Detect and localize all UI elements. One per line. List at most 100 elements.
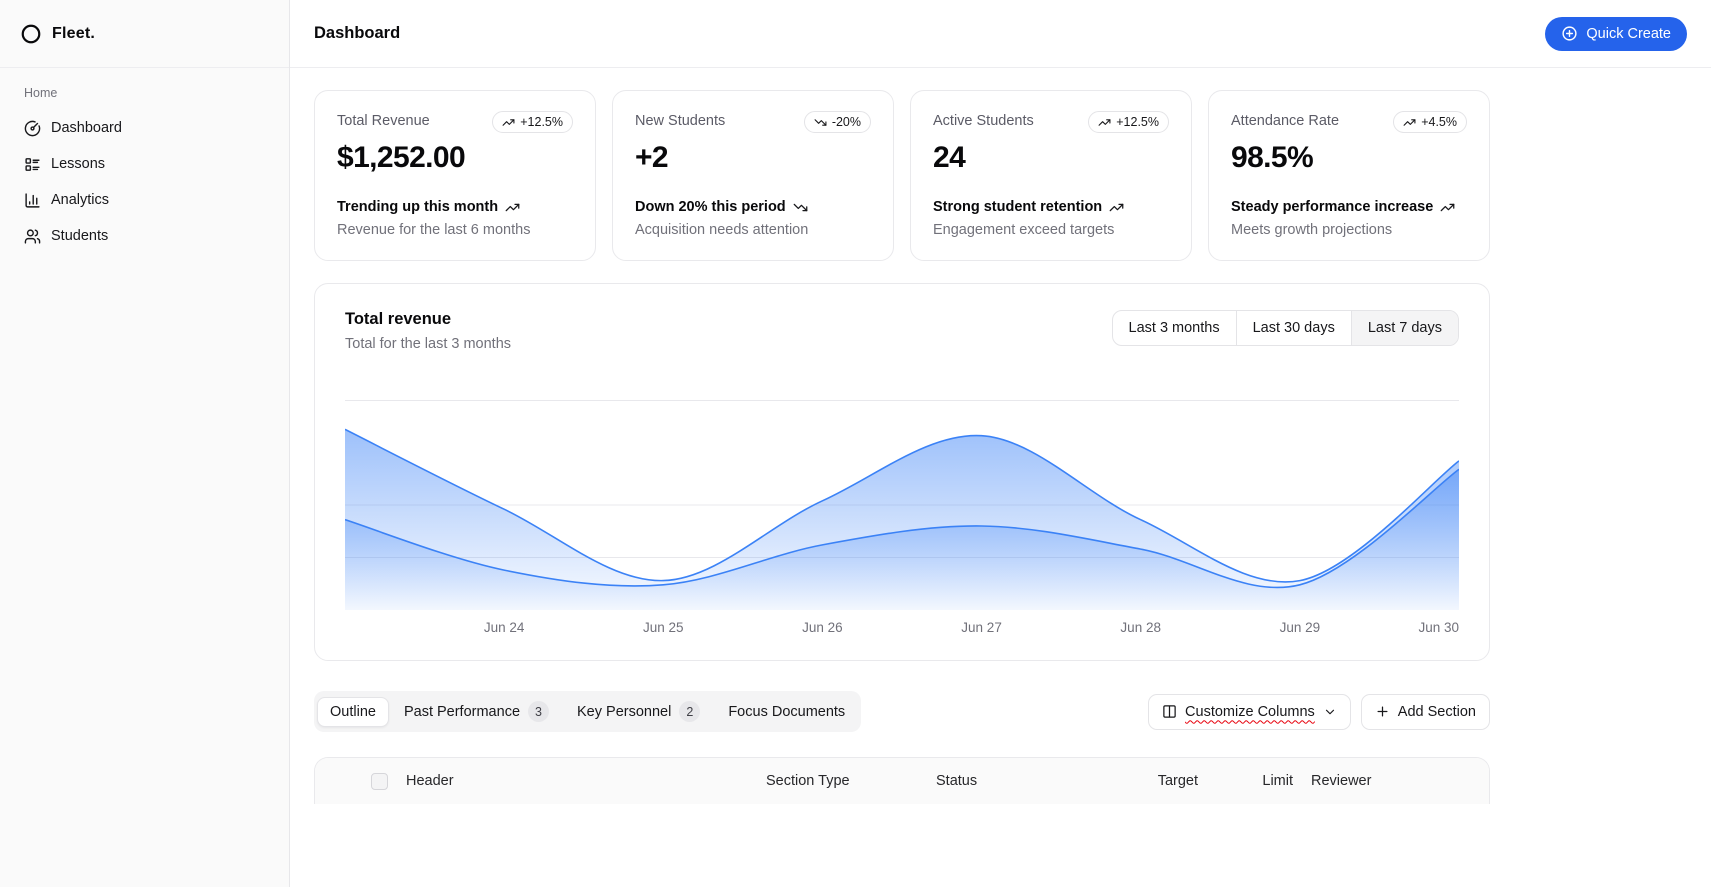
area-line-secondary (345, 469, 1459, 587)
stat-subtext: Meets growth projections (1231, 222, 1393, 238)
add-section-label: Add Section (1397, 703, 1476, 720)
plus-icon (1375, 704, 1390, 719)
stat-trend-text: Down 20% this period (635, 199, 871, 215)
tab-past-performance[interactable]: Past Performance 3 (391, 694, 562, 729)
circle-plus-icon (1561, 25, 1578, 42)
quick-create-label: Quick Create (1586, 25, 1671, 42)
stat-trend-text: Strong student retention (933, 199, 1169, 215)
chevron-down-icon (1323, 705, 1337, 719)
users-icon (24, 228, 41, 245)
trending-up-icon (1403, 116, 1416, 129)
trend-badge: +12.5% (492, 111, 573, 133)
trend-badge: +12.5% (1088, 111, 1169, 133)
top-header: Dashboard Quick Create (290, 0, 1711, 68)
trending-up-icon (1109, 200, 1124, 215)
column-section-type: Section Type (766, 773, 850, 789)
revenue-chart-card: Total revenue Total for the last 3 month… (314, 283, 1490, 661)
sidebar-item-label: Students (51, 228, 109, 244)
badge-value: +12.5% (1116, 115, 1159, 129)
sidebar-item-dashboard[interactable]: Dashboard (16, 110, 273, 146)
badge-value: -20% (831, 115, 861, 129)
stat-subtext: Revenue for the last 6 months (337, 222, 531, 238)
column-status: Status (936, 773, 978, 789)
section-tabs-row: Outline Past Performance 3 Key Personnel… (314, 691, 1490, 732)
stat-label: New Students (635, 113, 726, 129)
brand-name: Fleet. (52, 24, 95, 42)
tab-count-badge: 2 (679, 701, 701, 722)
x-tick: Jun 30 (1418, 620, 1459, 635)
stat-card-total-revenue: Total Revenue +12.5% $1,252.00 Trending … (314, 90, 596, 261)
trend-badge: -20% (803, 111, 871, 133)
range-last-3-months[interactable]: Last 3 months (1128, 320, 1220, 336)
sidebar-item-analytics[interactable]: Analytics (16, 182, 273, 218)
stat-card-attendance-rate: Attendance Rate +4.5% 98.5% Steady perfo… (1208, 90, 1490, 261)
stat-value: +2 (635, 141, 669, 174)
page-title: Dashboard (314, 24, 401, 42)
badge-value: +12.5% (520, 115, 563, 129)
range-last-7-days[interactable]: Last 7 days (1350, 311, 1458, 345)
nav-section-label: Home (24, 86, 58, 100)
quick-create-button[interactable]: Quick Create (1545, 16, 1687, 51)
badge-value: +4.5% (1421, 115, 1457, 129)
customize-columns-label: Customize Columns (1185, 703, 1315, 720)
tab-outline[interactable]: Outline (317, 696, 389, 727)
list-icon (24, 156, 41, 173)
select-all-checkbox[interactable] (371, 772, 388, 790)
brand-logo-icon (20, 23, 42, 45)
sidebar-brand[interactable]: Fleet. (0, 0, 289, 68)
x-axis-labels: Jun 24 Jun 25 Jun 26 Jun 27 Jun 28 Jun 2… (345, 620, 1459, 640)
stat-label: Active Students (933, 113, 1034, 129)
chart-title: Total revenue (345, 310, 452, 328)
stat-trend-text: Steady performance increase (1231, 199, 1467, 215)
trending-up-icon (1098, 116, 1111, 129)
trending-down-icon (814, 116, 827, 129)
stat-subtext: Acquisition needs attention (635, 222, 809, 238)
section-tabs: Outline Past Performance 3 Key Personnel… (314, 691, 862, 732)
stat-trend-text: Trending up this month (337, 199, 573, 215)
stat-label: Attendance Rate (1231, 113, 1340, 129)
column-header: Header (406, 773, 454, 789)
trending-up-icon (1440, 200, 1455, 215)
stat-label: Total Revenue (337, 113, 430, 129)
tab-key-personnel[interactable]: Key Personnel 2 (564, 694, 713, 729)
stat-value: 98.5% (1231, 141, 1314, 174)
sidebar-item-lessons[interactable]: Lessons (16, 146, 273, 182)
trend-badge: +4.5% (1393, 111, 1467, 133)
x-tick: Jun 28 (1120, 620, 1161, 635)
sidebar-item-label: Dashboard (51, 120, 122, 136)
add-section-button[interactable]: Add Section (1360, 693, 1490, 730)
customize-columns-button[interactable]: Customize Columns (1148, 693, 1351, 730)
stat-value: 24 (933, 141, 966, 174)
column-limit: Limit (1262, 773, 1293, 789)
sidebar-item-label: Lessons (51, 156, 106, 172)
table-header-row: Header Section Type Status Target Limit … (315, 758, 1489, 804)
trending-down-icon (793, 200, 808, 215)
gauge-icon (24, 120, 41, 137)
dashboard-content: Total Revenue +12.5% $1,252.00 Trending … (290, 68, 1514, 804)
x-tick: Jun 29 (1279, 620, 1321, 635)
stats-grid: Total Revenue +12.5% $1,252.00 Trending … (314, 90, 1490, 261)
stat-card-new-students: New Students -20% +2 Down 20% this perio… (612, 90, 894, 261)
x-tick: Jun 25 (643, 620, 684, 635)
chart-subtitle: Total for the last 3 months (345, 336, 512, 352)
trending-up-icon (505, 200, 520, 215)
stat-card-active-students: Active Students +12.5% 24 Strong student… (910, 90, 1192, 261)
area-line-primary (345, 429, 1459, 582)
tab-count-badge: 3 (528, 701, 550, 722)
x-tick: Jun 26 (802, 620, 843, 635)
revenue-area-chart (345, 400, 1459, 610)
sidebar-item-label: Analytics (51, 192, 110, 208)
area-fill-secondary (345, 469, 1459, 610)
date-range-toggle: Last 3 months Last 30 days Last 7 days (1111, 310, 1459, 346)
tab-focus-documents[interactable]: Focus Documents (728, 703, 846, 720)
trending-up-icon (502, 116, 515, 129)
column-reviewer: Reviewer (1311, 773, 1372, 789)
column-target: Target (1157, 773, 1198, 789)
stat-subtext: Engagement exceed targets (933, 222, 1115, 238)
main-area: Dashboard Quick Create Total Revenue (290, 0, 1711, 887)
x-tick: Jun 27 (961, 620, 1002, 635)
range-last-30-days[interactable]: Last 30 days (1235, 311, 1351, 345)
sidebar-item-students[interactable]: Students (16, 218, 273, 254)
area-chart-svg (345, 400, 1459, 610)
